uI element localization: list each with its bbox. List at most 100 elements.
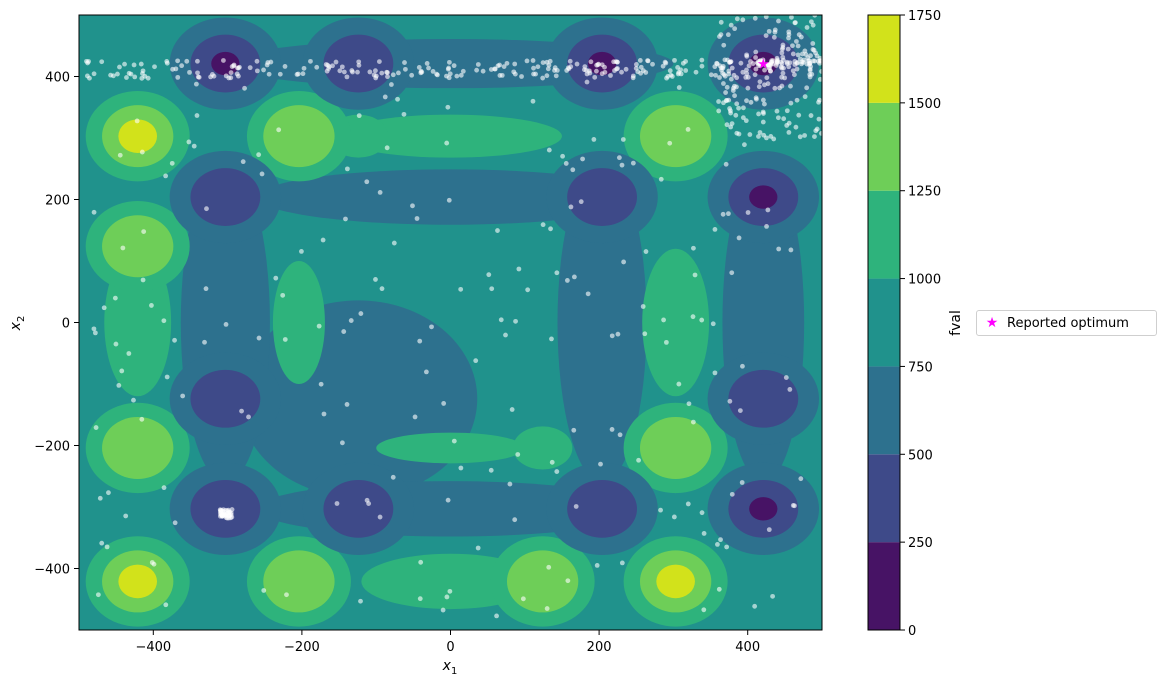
sample-point <box>226 75 232 81</box>
sample-point <box>219 513 225 519</box>
sample-point <box>384 145 390 151</box>
sample-point <box>777 85 782 91</box>
sample-point <box>454 73 460 79</box>
sample-point <box>571 427 577 433</box>
sample-point <box>300 71 306 77</box>
sample-point <box>685 126 691 132</box>
sample-point <box>792 20 798 26</box>
x-tick-label: 400 <box>735 640 760 655</box>
sample-point <box>740 69 746 75</box>
sample-point <box>132 74 138 80</box>
sample-point <box>817 60 822 66</box>
sample-point <box>364 179 370 185</box>
sample-point <box>417 596 423 602</box>
sample-point <box>744 71 750 77</box>
colorbar-tick-label: 250 <box>908 536 933 551</box>
sample-point <box>774 59 780 65</box>
sample-point <box>722 57 728 63</box>
contour-peak <box>102 416 174 479</box>
sample-point <box>717 34 722 39</box>
colorbar: 0 250 500 750 1000 1250 1500 1750 <box>867 9 941 639</box>
contour-basin <box>567 479 637 538</box>
sample-point <box>474 67 480 73</box>
sample-point <box>690 419 696 425</box>
sample-point <box>788 247 794 253</box>
sample-point <box>784 123 790 128</box>
sample-point <box>544 606 550 611</box>
sample-point <box>211 73 217 79</box>
contour-band <box>512 426 573 470</box>
sample-point <box>318 381 324 387</box>
sample-point <box>419 69 425 75</box>
sample-point <box>771 136 777 142</box>
sample-point <box>784 108 790 114</box>
sample-point <box>531 65 536 71</box>
sample-point <box>701 531 707 536</box>
sample-point <box>812 134 817 140</box>
sample-point <box>753 95 759 101</box>
sample-point <box>758 62 764 68</box>
sample-point <box>794 97 800 103</box>
sample-point <box>667 140 673 146</box>
sample-point <box>497 62 502 68</box>
sample-point <box>573 504 579 509</box>
sample-point <box>726 68 732 74</box>
sample-point <box>273 275 279 281</box>
sample-point <box>179 63 185 69</box>
sample-point <box>733 112 739 118</box>
sample-point <box>802 48 808 54</box>
sample-point <box>128 71 134 77</box>
contour-basin <box>567 168 637 226</box>
y-axis-label: x2 <box>8 316 27 332</box>
sample-point <box>104 544 110 550</box>
sample-point <box>574 61 580 67</box>
sample-point <box>764 75 770 81</box>
sample-point <box>268 59 274 65</box>
sample-point <box>638 64 644 70</box>
sample-point <box>548 226 553 232</box>
sample-point <box>355 69 360 75</box>
sample-point <box>780 54 786 60</box>
sample-point <box>788 100 794 106</box>
sample-point <box>113 341 119 347</box>
contour-peak <box>263 105 335 168</box>
sample-point <box>598 461 603 467</box>
sample-point <box>804 85 810 91</box>
sample-point <box>732 26 738 32</box>
sample-point <box>716 586 722 592</box>
sample-point <box>140 277 146 283</box>
sample-point <box>131 397 136 403</box>
sample-point <box>765 81 771 87</box>
sample-point <box>284 592 289 598</box>
sample-point <box>295 71 301 77</box>
sample-point <box>763 15 769 20</box>
sample-point <box>334 501 340 506</box>
sample-point <box>568 204 574 210</box>
sample-point <box>97 495 103 501</box>
sample-point <box>708 72 714 78</box>
sample-point <box>661 317 666 323</box>
sample-point <box>134 118 140 124</box>
contour-peak <box>656 564 695 599</box>
sample-point <box>513 318 518 324</box>
sample-point <box>779 74 785 80</box>
sample-point <box>229 514 235 520</box>
sample-point <box>446 59 452 65</box>
sample-point <box>344 74 350 80</box>
contour-peak <box>118 119 158 153</box>
sample-point <box>446 197 452 203</box>
sample-point <box>712 370 718 376</box>
sample-point <box>692 272 698 278</box>
sample-point <box>516 266 522 272</box>
sample-point <box>395 96 400 102</box>
sample-point <box>699 57 705 63</box>
contour-peak <box>639 416 712 479</box>
sample-point <box>585 291 591 297</box>
sample-point <box>115 71 120 77</box>
sample-point <box>743 74 749 80</box>
sample-point <box>634 62 639 67</box>
sample-point <box>784 59 790 65</box>
sample-point <box>445 497 451 503</box>
sample-point <box>769 59 774 65</box>
sample-point <box>678 67 683 73</box>
